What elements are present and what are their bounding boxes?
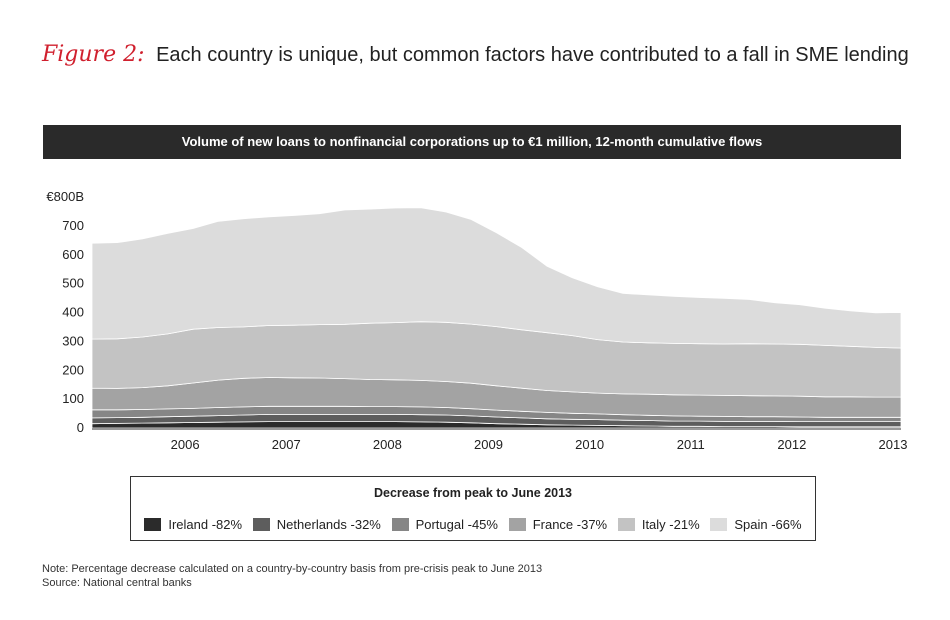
y-tick-label: 300 xyxy=(62,333,84,348)
area-series-5 xyxy=(91,207,902,349)
source-text: Source: National central banks xyxy=(42,577,192,589)
legend-items: Ireland -82% Netherlands -32% Portugal -45… xyxy=(139,517,807,532)
x-tick-label: 2008 xyxy=(373,437,402,452)
note-text: Note: Percentage decrease calculated on … xyxy=(42,563,543,575)
x-tick-label: 2007 xyxy=(272,437,301,452)
legend-item: France -37% xyxy=(508,517,608,532)
legend-swatch xyxy=(391,518,409,531)
x-tick-label: 2009 xyxy=(474,437,503,452)
y-tick-label: 500 xyxy=(62,276,84,291)
figure-title: Figure 2: Each country is unique, but co… xyxy=(42,42,909,67)
legend-label: Netherlands -32% xyxy=(276,517,381,532)
legend-item: Italy -21% xyxy=(617,517,700,532)
x-tick-label: 2006 xyxy=(171,437,200,452)
y-tick-label: 700 xyxy=(62,218,84,233)
legend-swatch xyxy=(144,518,162,531)
y-tick-label: 400 xyxy=(62,305,84,320)
x-tick-label: 2011 xyxy=(677,437,705,452)
figure-label: Figure 2: xyxy=(42,42,145,67)
y-tick-label: 600 xyxy=(62,247,84,262)
legend-item: Netherlands -32% xyxy=(252,517,381,532)
legend-swatch xyxy=(710,518,728,531)
y-tick-label: €800B xyxy=(46,189,84,204)
y-tick-label: 200 xyxy=(62,362,84,377)
legend-swatch xyxy=(508,518,526,531)
legend-label: Spain -66% xyxy=(734,517,802,532)
y-tick-label: 100 xyxy=(62,391,84,406)
legend: Decrease from peak to June 2013 Ireland … xyxy=(130,476,816,541)
legend-item: Portugal -45% xyxy=(391,517,498,532)
x-tick-label: 2012 xyxy=(777,437,806,452)
stacked-area-chart: 0 100 200 300 400 500 600 700 €800B 2006 2007 2008 2… xyxy=(46,189,908,452)
legend-label: Italy -21% xyxy=(641,517,700,532)
legend-swatch xyxy=(617,518,635,531)
legend-swatch xyxy=(252,518,270,531)
chart-subtitle-bar: Volume of new loans to nonfinancial corp… xyxy=(43,125,901,159)
legend-label: France -37% xyxy=(532,517,608,532)
legend-label: Ireland -82% xyxy=(168,517,243,532)
x-tick-label: 2013 xyxy=(879,437,908,452)
y-tick-label: 0 xyxy=(77,420,84,435)
x-tick-label: 2010 xyxy=(575,437,604,452)
footnote: Note: Percentage decrease calculated on … xyxy=(42,562,542,590)
legend-label: Portugal -45% xyxy=(415,517,498,532)
legend-item: Spain -66% xyxy=(710,517,802,532)
legend-item: Ireland -82% xyxy=(144,517,242,532)
figure-title-text: Each country is unique, but common facto… xyxy=(156,44,909,66)
legend-title: Decrease from peak to June 2013 xyxy=(373,486,573,500)
